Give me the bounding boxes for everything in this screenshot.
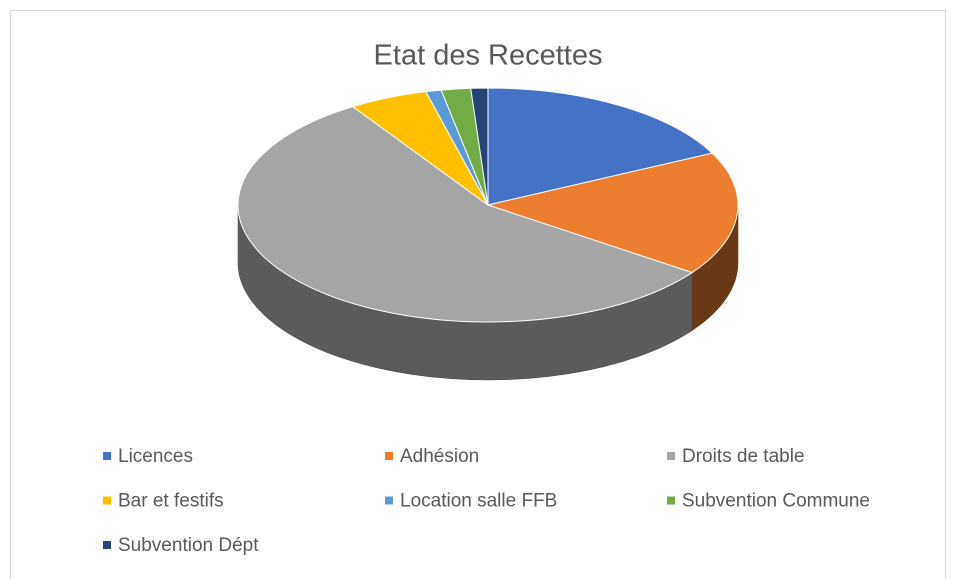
slice bbox=[487, 87, 714, 206]
legend-label: Subvention Dépt bbox=[118, 535, 259, 556]
slice bbox=[470, 87, 489, 206]
legend-swatch bbox=[103, 496, 111, 505]
legend-label: Licences bbox=[118, 446, 193, 467]
legend-label: Adhésion bbox=[400, 446, 479, 467]
slice bbox=[237, 106, 694, 323]
chart-title: Etat des Recettes bbox=[374, 40, 603, 72]
legend-swatch bbox=[385, 496, 393, 505]
legend-swatch bbox=[103, 452, 111, 460]
legend-swatch bbox=[385, 452, 393, 460]
slice bbox=[486, 152, 739, 274]
legend-swatch bbox=[667, 452, 675, 460]
legend-label: Bar et festifs bbox=[118, 491, 224, 512]
legend-swatch bbox=[667, 496, 675, 505]
legend-label: Droits de table bbox=[682, 446, 805, 467]
legend-swatch bbox=[103, 541, 111, 549]
legend-label: Subvention Commune bbox=[682, 491, 870, 512]
legend-label: Location salle FFB bbox=[400, 491, 557, 512]
